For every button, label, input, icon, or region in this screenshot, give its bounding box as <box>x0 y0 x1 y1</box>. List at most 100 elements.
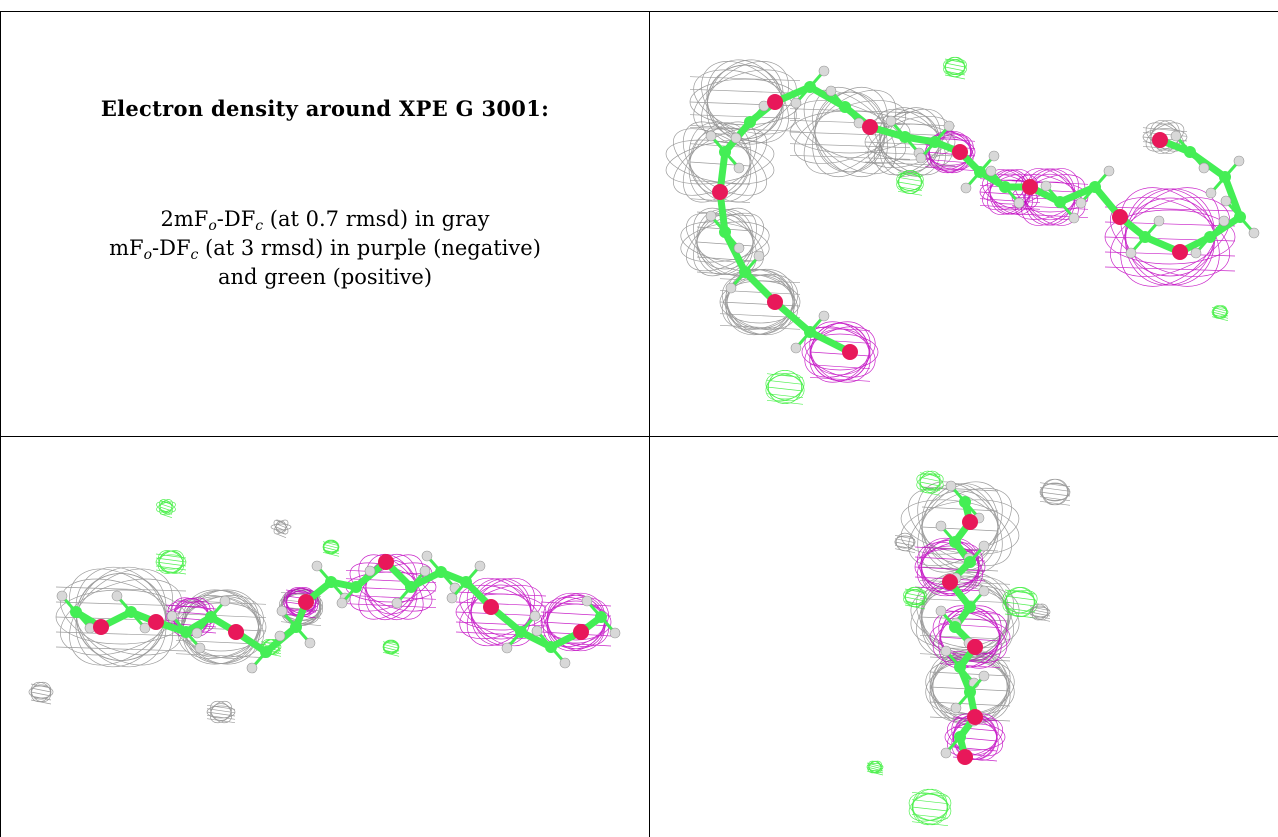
green-density-mesh <box>903 586 927 610</box>
tr-molecule-hydrogen-atom <box>705 130 717 142</box>
tr-molecule-hydrogen-atom <box>1103 165 1115 177</box>
tr-molecule-carbon-atom <box>804 326 816 338</box>
gray-density-mesh <box>28 681 54 705</box>
view-top-right <box>650 12 1278 436</box>
bl-molecule-hydrogen-atom <box>139 622 151 634</box>
tr-molecule-carbon-atom <box>719 146 731 158</box>
br-molecule-carbon-atom <box>959 496 971 508</box>
tr-molecule-hydrogen-atom <box>885 115 897 127</box>
gray-density-mesh <box>1039 478 1071 506</box>
green-density-mesh <box>1211 305 1229 322</box>
tr-molecule-bond <box>1221 173 1244 221</box>
br-molecule-hydrogen-atom <box>978 585 990 597</box>
br-molecule-hydrogen-atom <box>945 480 957 492</box>
tr-molecule-oxygen-atom <box>842 344 858 360</box>
tr-molecule-hydrogen-atom <box>943 120 955 132</box>
tr-molecule-oxygen-atom <box>1112 209 1128 225</box>
caption-title: Electron density around XPE G 3001: <box>100 96 550 121</box>
tr-molecule-hydrogen-atom <box>1190 247 1202 259</box>
tr-molecule-hydrogen-atom <box>705 210 717 222</box>
green-density-mesh <box>322 539 340 557</box>
tr-molecule-carbon-atom <box>744 116 756 128</box>
purple-density-mesh <box>929 605 1011 669</box>
bl-molecule-hydrogen-atom <box>274 630 286 642</box>
tr-molecule-hydrogen-atom <box>1205 187 1217 199</box>
bl-molecule-hydrogen-atom <box>531 625 543 637</box>
tr-molecule-carbon-atom <box>1234 211 1246 223</box>
tr-molecule-hydrogen-atom <box>730 132 742 144</box>
bl-molecule-hydrogen-atom <box>581 595 593 607</box>
bl-molecule-carbon-atom <box>515 626 527 638</box>
tr-molecule-hydrogen-atom <box>988 150 1000 162</box>
bl-molecule-oxygen-atom <box>483 599 499 615</box>
tr-molecule-carbon-atom <box>839 101 851 113</box>
gray-density-mesh <box>680 207 770 277</box>
br-molecule-carbon-atom <box>954 731 966 743</box>
tr-molecule-oxygen-atom <box>862 119 878 135</box>
caption-body: 2mFo-DFc (at 0.7 rmsd) in gray mFo-DFc (… <box>0 205 650 292</box>
bl-molecule-hydrogen-atom <box>246 662 258 674</box>
purple-density-mesh <box>801 321 879 383</box>
caption-line-green: and green (positive) <box>217 265 433 289</box>
green-density-mesh <box>943 56 967 80</box>
bl-molecule-hydrogen-atom <box>336 597 348 609</box>
green-density-mesh <box>765 369 805 405</box>
tr-molecule-hydrogen-atom <box>825 85 837 97</box>
tr-molecule-hydrogen-atom <box>1075 197 1087 209</box>
tr-molecule-oxygen-atom <box>712 184 728 200</box>
tr-molecule-hydrogen-atom <box>790 342 802 354</box>
gray-density-mesh <box>55 566 187 668</box>
bl-molecule-carbon-atom <box>290 621 302 633</box>
gray-density-mesh <box>270 519 292 538</box>
tr-molecule-hydrogen-atom <box>1170 130 1182 142</box>
tr-molecule-hydrogen-atom <box>1220 195 1232 207</box>
tr-molecule-carbon-atom <box>1089 181 1101 193</box>
tr-molecule-hydrogen-atom <box>1248 227 1260 239</box>
bl-molecule-hydrogen-atom <box>194 642 206 654</box>
bl-molecule-oxygen-atom <box>93 619 109 635</box>
tr-molecule-hydrogen-atom <box>733 162 745 174</box>
tr-molecule-hydrogen-atom <box>725 282 737 294</box>
gray-density-mesh <box>894 532 916 554</box>
bl-molecule-hydrogen-atom <box>501 642 513 654</box>
br-molecule-carbon-atom <box>964 601 976 613</box>
tr-molecule-hydrogen-atom <box>1153 215 1165 227</box>
bl-molecule-carbon-atom <box>350 581 362 593</box>
tr-molecule-carbon-atom <box>1139 231 1151 243</box>
tr-molecule-carbon-atom <box>974 166 986 178</box>
tr-molecule-carbon-atom <box>899 131 911 143</box>
bl-molecule-oxygen-atom <box>573 624 589 640</box>
bl-molecule-carbon-atom <box>405 581 417 593</box>
tr-molecule-carbon-atom <box>719 226 731 238</box>
tr-molecule-oxygen-atom <box>767 294 783 310</box>
tr-molecule-carbon-atom <box>1054 196 1066 208</box>
tr-molecule-hydrogen-atom <box>818 310 830 322</box>
tr-molecule-oxygen-atom <box>952 144 968 160</box>
tr-molecule-bond <box>806 83 849 111</box>
br-molecule-carbon-atom <box>949 536 961 548</box>
tr-molecule-carbon-atom <box>929 136 941 148</box>
bl-molecule-hydrogen-atom <box>56 590 68 602</box>
tr-molecule-hydrogen-atom <box>1068 212 1080 224</box>
bl-molecule-hydrogen-atom <box>419 565 431 577</box>
bl-molecule-hydrogen-atom <box>166 610 178 622</box>
tr-molecule-carbon-atom <box>1184 146 1196 158</box>
bl-molecule-hydrogen-atom <box>559 657 571 669</box>
br-molecule-carbon-atom <box>964 556 976 568</box>
green-density-mesh <box>896 170 924 196</box>
bl-molecule-hydrogen-atom <box>474 560 486 572</box>
green-density-mesh <box>916 470 944 496</box>
br-molecule-hydrogen-atom <box>950 702 962 714</box>
molecule-density-view-icon <box>665 56 1260 405</box>
bl-molecule-oxygen-atom <box>228 624 244 640</box>
molecule-density-view-icon <box>28 499 621 724</box>
bl-molecule-carbon-atom <box>70 606 82 618</box>
tr-molecule-hydrogen-atom <box>1125 247 1137 259</box>
br-molecule-hydrogen-atom <box>978 540 990 552</box>
tr-molecule-hydrogen-atom <box>1233 155 1245 167</box>
gray-density-mesh <box>719 268 801 336</box>
gray-density-mesh <box>900 481 1020 573</box>
green-density-mesh <box>866 760 884 776</box>
caption-cell: Electron density around XPE G 3001: 2mFo… <box>0 0 650 436</box>
green-density-mesh <box>156 499 176 518</box>
